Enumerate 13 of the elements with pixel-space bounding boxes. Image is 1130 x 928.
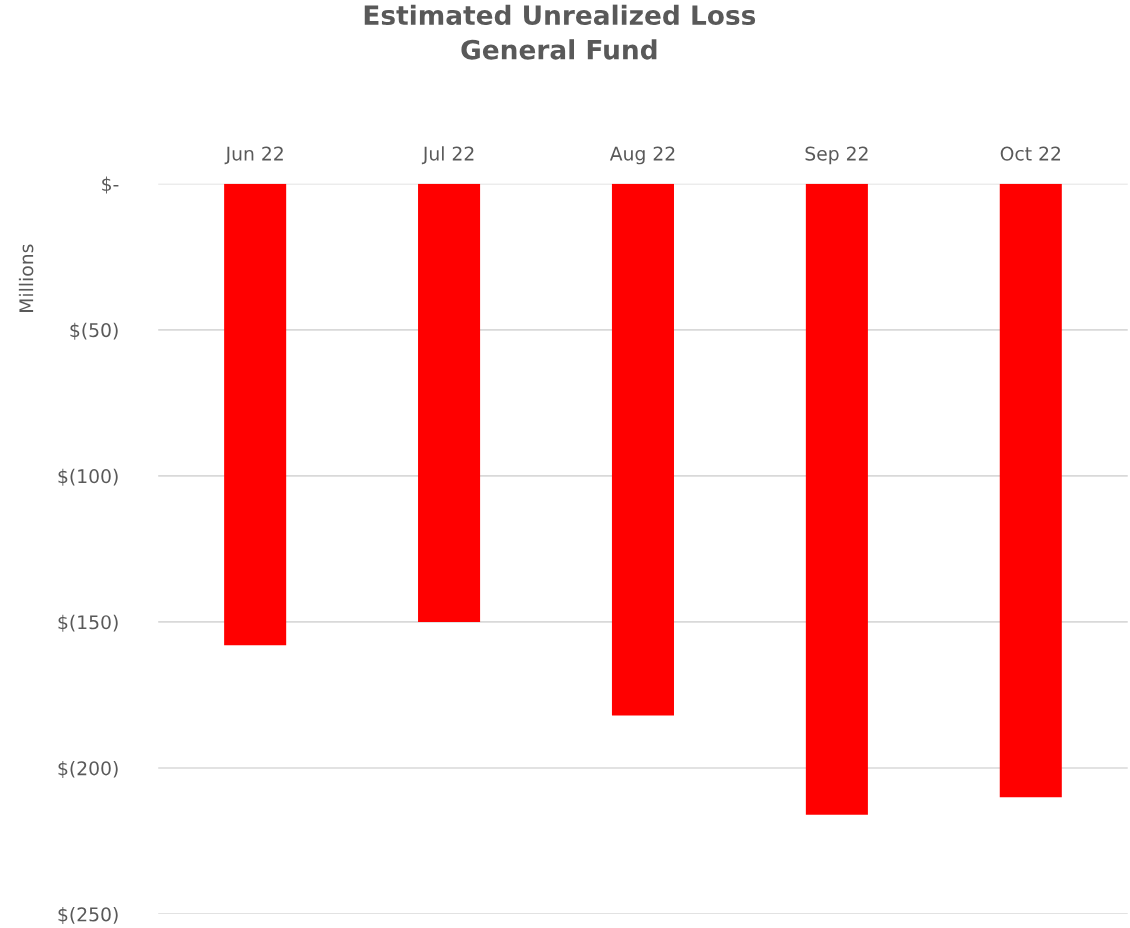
x-tick-label: Aug 22	[609, 146, 675, 165]
y-tick-label: $(250)	[58, 906, 118, 924]
chart-title: Estimated Unrealized Loss General Fund	[364, 4, 756, 60]
x-tick-label: Oct 22	[1000, 146, 1061, 161]
y-tick-label: $(150)	[58, 614, 118, 632]
y-tick-label: $(200)	[58, 760, 118, 778]
x-tick-label: Jul 22	[421, 146, 474, 165]
y-tick-label: $(50)	[70, 322, 118, 340]
x-tick-label: Sep 22	[805, 146, 868, 165]
x-tick-label: Jun 22	[224, 146, 283, 165]
y-axis-title: Millions	[18, 244, 34, 312]
y-tick-label: $-	[102, 176, 119, 194]
y-tick-label: $(100)	[58, 468, 118, 486]
